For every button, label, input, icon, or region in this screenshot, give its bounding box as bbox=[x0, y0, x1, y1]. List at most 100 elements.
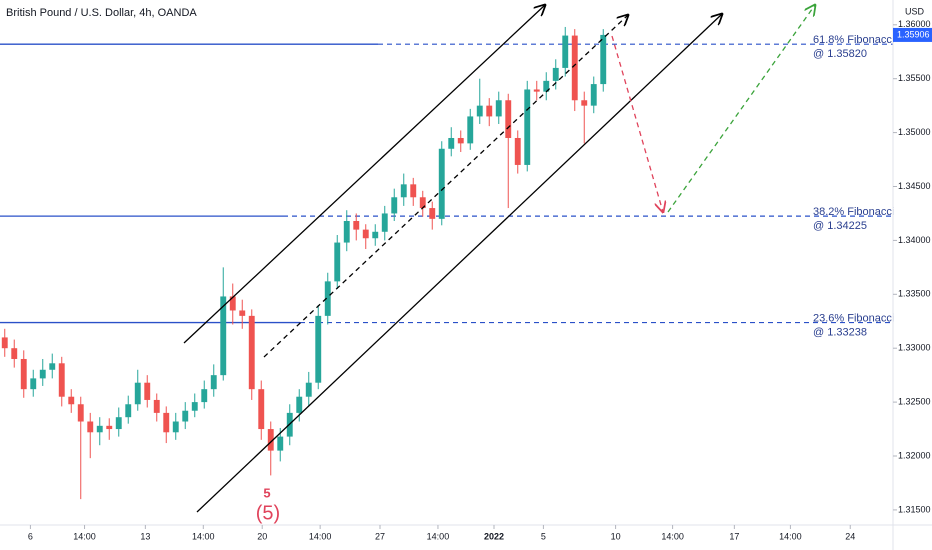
y-tick-label: 1.33500 bbox=[898, 289, 931, 299]
candle-body bbox=[163, 412, 170, 433]
candle-body bbox=[125, 404, 132, 418]
candle-body bbox=[533, 89, 540, 92]
candle-body bbox=[410, 184, 417, 198]
wave-label: 5 bbox=[263, 485, 270, 500]
candle-body bbox=[1, 337, 8, 349]
candle-body bbox=[372, 231, 379, 239]
fib-value-label: @ 1.33238 bbox=[813, 326, 867, 338]
fib-name: 61.8% Fibonacci bbox=[813, 34, 894, 46]
x-tick-label: 14:00 bbox=[73, 531, 96, 541]
plot-area: 61.8% Fibonacci @ 1.35820 38.2% Fibonacci @… bbox=[0, 26, 894, 500]
candle-body bbox=[11, 348, 18, 359]
candle-body bbox=[153, 399, 160, 413]
x-tick-label: 5 bbox=[541, 531, 546, 541]
x-tick-label: 14:00 bbox=[192, 531, 215, 541]
candle-body bbox=[229, 296, 236, 311]
candle-body bbox=[106, 425, 113, 430]
candle-body bbox=[201, 389, 208, 403]
candle-body bbox=[571, 35, 578, 101]
candle-body bbox=[438, 148, 445, 219]
candle-body bbox=[581, 100, 588, 106]
candle-body bbox=[296, 396, 303, 413]
x-tick-label: 24 bbox=[845, 531, 855, 541]
fib-value-label: @ 1.34225 bbox=[813, 220, 867, 232]
candle-body bbox=[134, 382, 141, 405]
candle-body bbox=[552, 67, 559, 81]
candle-body bbox=[590, 84, 597, 106]
candle-body bbox=[182, 410, 189, 422]
drawings bbox=[183, 5, 815, 513]
candle-body bbox=[115, 417, 122, 430]
candle-body bbox=[39, 369, 46, 379]
candle-body bbox=[144, 382, 151, 400]
x-tick-label: 14:00 bbox=[427, 531, 450, 541]
candle-body bbox=[524, 89, 531, 165]
x-tick-label: 14:00 bbox=[309, 531, 332, 541]
candle-body bbox=[505, 100, 512, 138]
candle-body bbox=[353, 220, 360, 230]
candle-body bbox=[600, 34, 607, 85]
x-tick-label: 27 bbox=[375, 531, 385, 541]
y-tick-label: 1.32000 bbox=[898, 450, 931, 460]
candle-body bbox=[87, 421, 94, 433]
candle-body bbox=[448, 137, 455, 149]
channel-middle bbox=[263, 15, 628, 358]
candle-body bbox=[68, 396, 75, 405]
candle-body bbox=[20, 358, 27, 390]
candle-body bbox=[495, 100, 502, 117]
candle-body bbox=[400, 184, 407, 198]
candle-body bbox=[486, 105, 493, 117]
axes: 1.31500 1.32000 1.32500 1.33000 1.33500 1.340… bbox=[28, 19, 932, 541]
candle-body bbox=[391, 197, 398, 214]
last-price-label: 1.35906 bbox=[897, 29, 930, 39]
candle-body bbox=[457, 137, 464, 144]
candle-body bbox=[49, 363, 56, 370]
candle-body bbox=[58, 363, 65, 397]
currency-label: USD bbox=[905, 6, 925, 16]
channel-upper bbox=[183, 5, 545, 344]
x-tick-label: 10 bbox=[611, 531, 621, 541]
candle-body bbox=[277, 436, 284, 451]
y-tick-label: 1.31500 bbox=[898, 504, 931, 514]
x-tick-label: 13 bbox=[140, 531, 150, 541]
candle-body bbox=[514, 137, 521, 165]
candle-body bbox=[172, 421, 179, 433]
y-tick-label: 1.34000 bbox=[898, 235, 931, 245]
candle-body bbox=[343, 220, 350, 243]
x-tick-label: 2022 bbox=[484, 531, 504, 541]
y-tick-label: 1.34500 bbox=[898, 181, 931, 191]
candle-body bbox=[220, 296, 227, 376]
candle-body bbox=[210, 375, 217, 390]
candle-body bbox=[543, 80, 550, 92]
x-tick-label: 17 bbox=[729, 531, 739, 541]
y-tick-label: 1.35000 bbox=[898, 127, 931, 137]
x-tick-label: 6 bbox=[28, 531, 33, 541]
candle-body bbox=[324, 281, 331, 316]
y-tick-label: 1.32500 bbox=[898, 396, 931, 406]
projection-up bbox=[667, 5, 815, 213]
channel-lower bbox=[196, 14, 722, 513]
candle-body bbox=[362, 229, 369, 239]
projection-down bbox=[611, 35, 663, 212]
last-price-tag bbox=[893, 27, 932, 42]
y-tick-label: 1.35500 bbox=[898, 73, 931, 83]
candle-body bbox=[419, 197, 426, 209]
y-tick-label: 1.36000 bbox=[898, 19, 931, 29]
chart-title: British Pound / U.S. Dollar, 4h, OANDA bbox=[6, 7, 197, 19]
x-tick-label: 14:00 bbox=[661, 531, 684, 541]
candle-body bbox=[77, 404, 84, 422]
candle-body bbox=[258, 389, 265, 430]
candle-body bbox=[429, 208, 436, 219]
wave-label: (5) bbox=[256, 502, 280, 524]
candle-body bbox=[381, 213, 388, 232]
y-tick-label: 1.33000 bbox=[898, 343, 931, 353]
candle-body bbox=[334, 242, 341, 282]
candle-body bbox=[239, 310, 246, 316]
candle-body bbox=[315, 315, 322, 383]
candle-body bbox=[248, 315, 255, 390]
fib-value-label: @ 1.35820 bbox=[813, 48, 867, 60]
candle-body bbox=[476, 105, 483, 117]
x-tick-label: 20 bbox=[257, 531, 267, 541]
